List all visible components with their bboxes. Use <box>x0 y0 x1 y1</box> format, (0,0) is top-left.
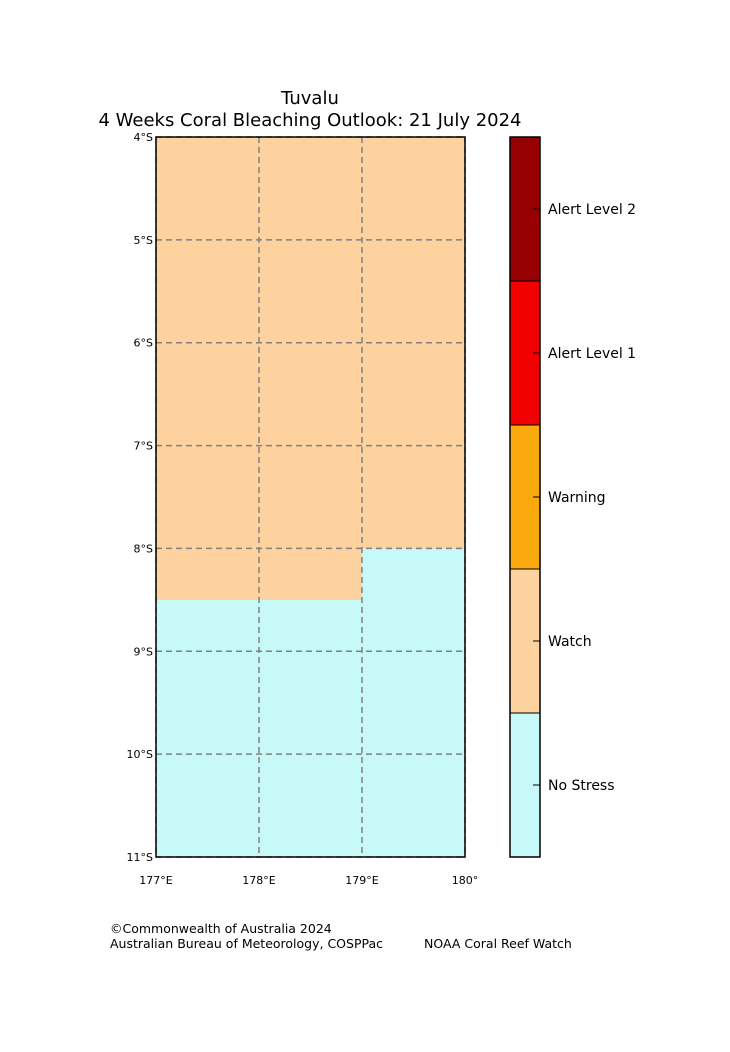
lat-tick-label: 4°S <box>134 131 153 144</box>
lon-tick-label: 178°E <box>242 874 275 887</box>
lon-tick-label: 177°E <box>139 874 172 887</box>
legend-colorbar: No Stress Watch Warning Alert Level 1 Alert … <box>509 136 636 858</box>
noaa-credit: NOAA Coral Reef Watch <box>424 936 572 951</box>
region-no-stress <box>156 599 465 857</box>
lat-tick-label: 7°S <box>134 440 153 453</box>
map-subtitle: 4 Weeks Coral Bleaching Outlook: 21 July… <box>98 110 522 131</box>
lat-tick-label: 11°S <box>127 851 153 864</box>
latitude-labels: 4°S 5°S 6°S 7°S 8°S 9°S 10°S 11°S <box>127 131 153 864</box>
lat-tick-label: 10°S <box>127 748 153 761</box>
lon-tick-label: 180° <box>452 874 479 887</box>
colorbar-label-warning: Warning <box>548 490 606 506</box>
colorbar-label-watch: Watch <box>548 634 592 650</box>
lat-tick-label: 9°S <box>134 645 153 658</box>
outlook-map: 4°S 5°S 6°S 7°S 8°S 9°S 10°S 11°S 177°E 178°E 179… <box>127 131 479 887</box>
colorbar-label-alert-level-1: Alert Level 1 <box>548 346 636 362</box>
longitude-labels: 177°E 178°E 179°E 180° <box>139 874 478 887</box>
region-no-stress <box>362 548 465 600</box>
colorbar-frame <box>509 136 541 858</box>
copyright-text: ©Commonwealth of Australia 2024 <box>110 921 332 936</box>
colorbar-labels: No Stress Watch Warning Alert Level 1 Alert … <box>533 202 636 794</box>
colorbar-label-alert-level-2: Alert Level 2 <box>548 202 636 218</box>
colorbar-segments <box>509 136 541 858</box>
lon-tick-label: 179°E <box>345 874 378 887</box>
stress-regions <box>156 137 465 857</box>
lat-tick-label: 5°S <box>134 234 153 247</box>
map-frame <box>155 136 466 858</box>
lat-tick-label: 6°S <box>134 337 153 350</box>
map-title: Tuvalu <box>281 88 339 109</box>
lat-tick-label: 8°S <box>134 542 153 555</box>
colorbar-label-no-stress: No Stress <box>548 778 615 794</box>
bom-credit: Australian Bureau of Meteorology, COSPPa… <box>110 936 383 951</box>
